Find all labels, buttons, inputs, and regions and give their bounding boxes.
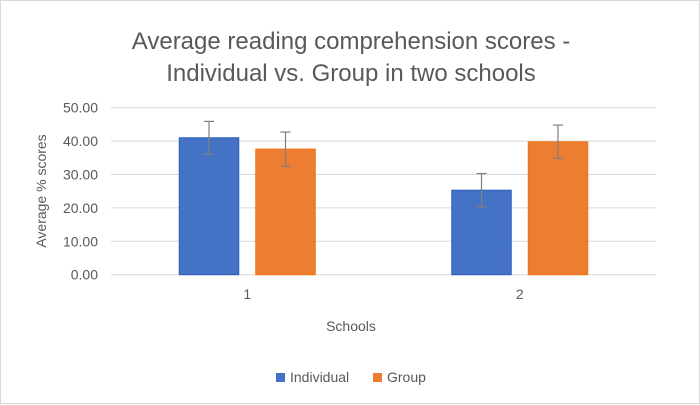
chart-title-line-1: Average reading comprehension scores - [132,28,570,55]
legend-swatch-group [373,373,382,382]
legend-label-group: Group [387,369,426,385]
y-tick-label: 40.00 [63,133,98,149]
y-tick-label: 0.00 [71,267,98,283]
x-tick-label: 2 [516,286,524,302]
bar-group [527,141,589,276]
x-axis-label: Schools [326,318,376,334]
x-tick-label: 1 [243,286,251,302]
legend-swatch-individual [276,373,285,382]
y-axis-label: Average % scores [33,134,49,247]
chart-title-line-2: Individual vs. Group in two schools [166,60,536,87]
bar-group [255,148,316,276]
legend-label-individual: Individual [290,369,349,385]
bar-individual [178,137,240,276]
y-tick-label: 30.00 [63,167,98,183]
y-tick-label: 10.00 [63,233,98,249]
y-tick-label: 20.00 [63,200,98,216]
y-tick-label: 50.00 [63,100,98,116]
